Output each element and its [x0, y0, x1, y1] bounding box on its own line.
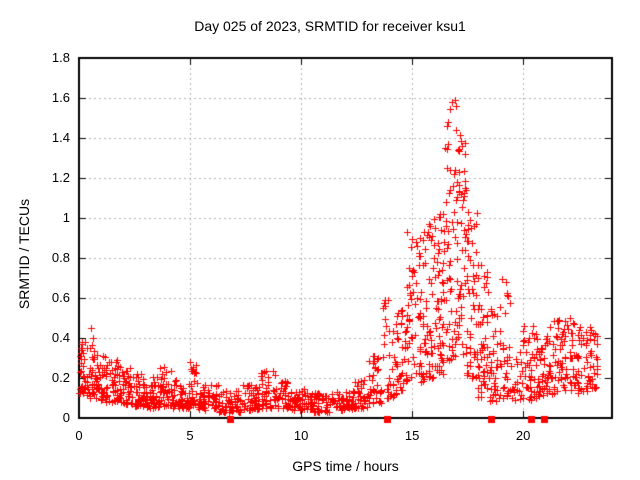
y-tick-label: 1 [62, 210, 70, 225]
y-tick-label: 0.6 [51, 290, 70, 305]
y-tick-label: 1.6 [51, 90, 70, 105]
y-tick-label: 0 [62, 410, 70, 425]
x-tick-label: 15 [404, 428, 420, 443]
y-tick-label: 1.8 [51, 50, 70, 65]
y-tick-label: 0.8 [51, 250, 70, 265]
x-tick-label: 5 [186, 428, 194, 443]
y-tick-label: 1.4 [51, 130, 70, 145]
chart-title: Day 025 of 2023, SRMTID for receiver ksu… [194, 18, 466, 34]
y-tick-label: 0.4 [51, 330, 70, 345]
y-tick-label: 0.2 [51, 370, 70, 385]
x-axis-label: GPS time / hours [292, 458, 399, 474]
y-tick-label: 1.2 [51, 170, 70, 185]
x-tick-label: 0 [75, 428, 83, 443]
x-tick-label: 10 [293, 428, 309, 443]
x-tick-label: 20 [515, 428, 531, 443]
